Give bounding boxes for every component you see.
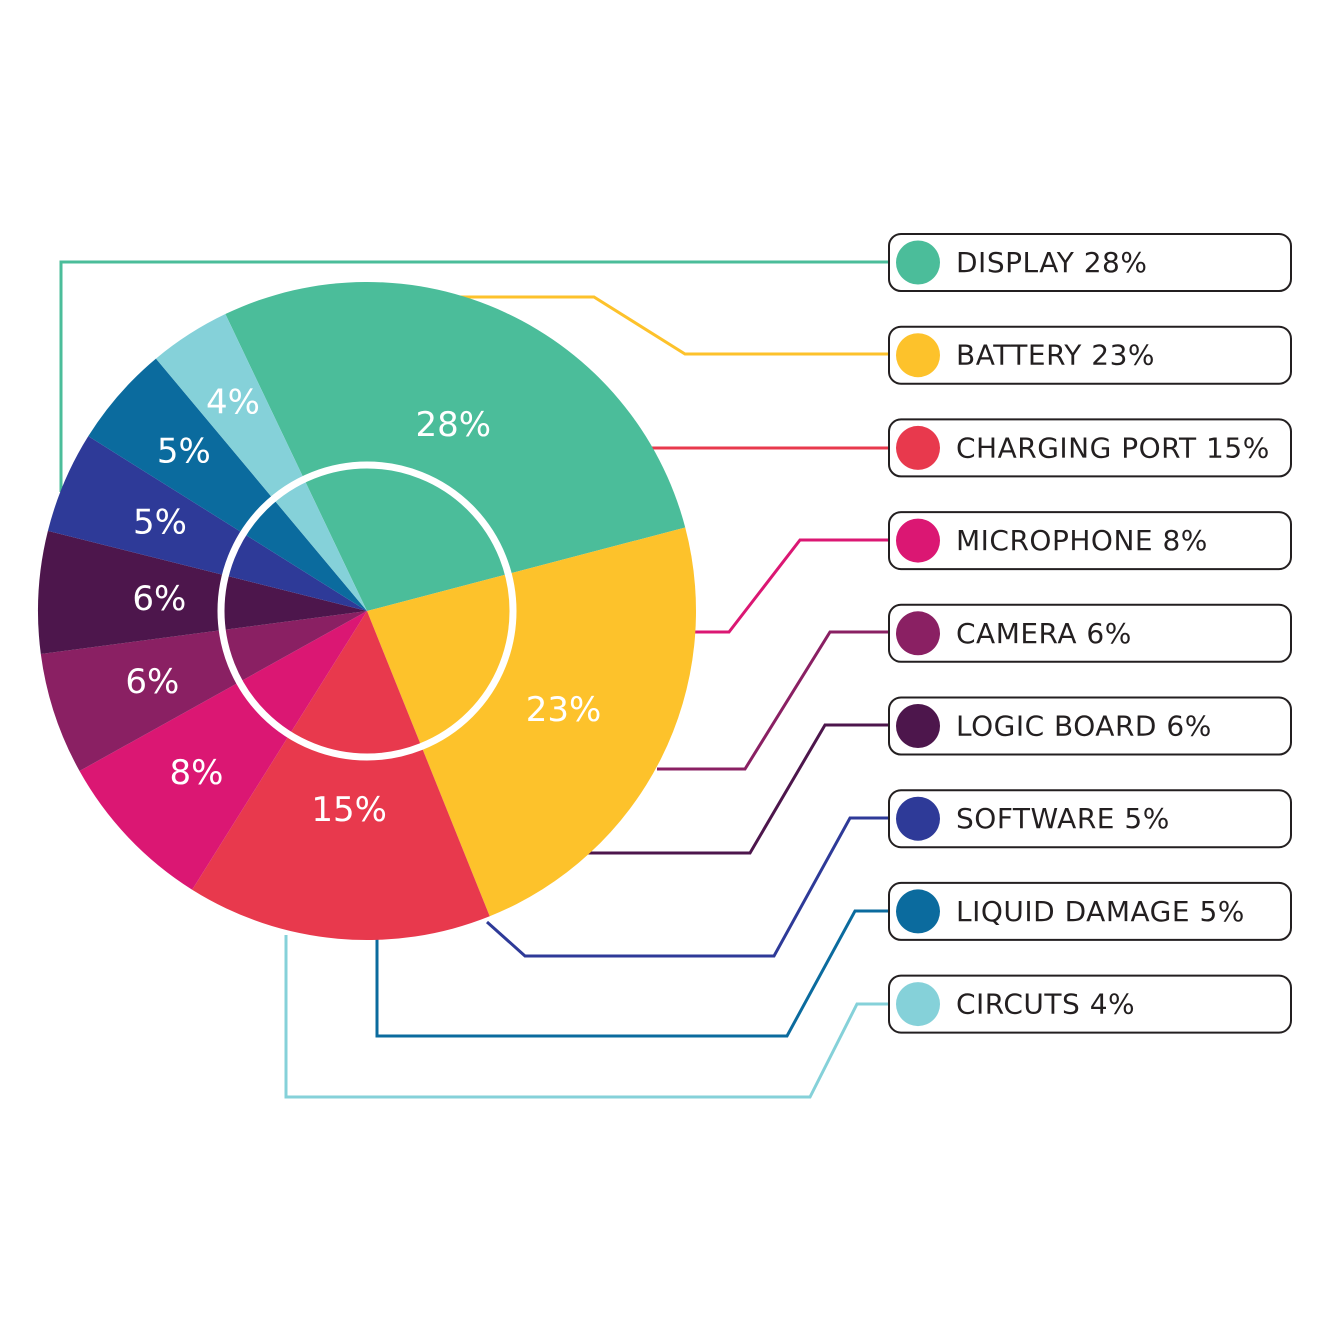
slice-circuts (155, 314, 367, 611)
legend-item-circuts: CIRCUTS 4% (888, 974, 1292, 1034)
legend-item-logic-board: LOGIC BOARD 6% (888, 696, 1292, 756)
legend-box (888, 789, 1292, 849)
legend-box (888, 974, 1292, 1034)
slice-display (225, 281, 686, 611)
legend-label: DISPLAY 28% (956, 246, 1147, 279)
legend-box (888, 603, 1292, 663)
slice-software (47, 436, 367, 611)
pie-slices (37, 281, 696, 940)
slice-label-circuts: 4% (206, 382, 260, 422)
slice-microphone (79, 611, 367, 890)
legend-swatch (896, 704, 940, 748)
connector-camera (657, 630, 889, 771)
connector-lines (59, 260, 889, 1099)
slice-camera (40, 611, 368, 771)
connector-logic-board (587, 723, 889, 855)
slice-label-display: 28% (416, 405, 492, 445)
slice-labels: 28% 23% 15% 8% 6% 6% 5% 5% 4% (125, 382, 601, 830)
legend-item-battery: BATTERY 23% (888, 325, 1292, 385)
legend-label: MICROPHONE 8% (956, 524, 1208, 557)
legend-swatch (896, 796, 940, 841)
legend-item-display: DISPLAY 28% (888, 233, 1292, 292)
legend-label: LOGIC BOARD 6% (956, 710, 1212, 743)
slice-label-charging-port: 15% (311, 790, 387, 830)
legend-item-software: SOFTWARE 5% (888, 789, 1292, 849)
legend-swatch (896, 333, 940, 378)
slice-label-liquid-damage: 5% (157, 431, 211, 471)
legend-box (888, 233, 1292, 292)
legend-box (888, 696, 1292, 756)
legend-label: LIQUID DAMAGE 5% (956, 895, 1245, 928)
connector-liquid-damage (375, 909, 889, 1038)
slice-label-logic-board: 6% (132, 579, 186, 619)
slice-logic-board (37, 530, 367, 654)
connector-battery (455, 295, 889, 356)
connector-circuts (284, 935, 889, 1099)
legend-swatch (896, 889, 940, 934)
slice-label-microphone: 8% (170, 753, 224, 793)
legend-box (888, 418, 1292, 478)
legend-swatch (896, 240, 940, 285)
legend-swatch (896, 611, 940, 656)
legend-swatch (896, 982, 940, 1027)
slice-label-software: 5% (133, 503, 187, 543)
legend-swatch (896, 518, 940, 563)
slice-liquid-damage (88, 358, 368, 611)
legend-item-microphone: MICROPHONE 8% (888, 511, 1292, 571)
slice-charging-port (192, 611, 490, 940)
legend-label: CHARGING PORT 15% (956, 431, 1270, 464)
slice-label-camera: 6% (125, 662, 179, 702)
legend-box (888, 881, 1292, 941)
legend-label: BATTERY 23% (956, 339, 1155, 372)
legend: DISPLAY 28% BATTERY 23% CHARGING PORT 15% M… (888, 233, 1292, 1034)
legend-label: SOFTWARE 5% (956, 802, 1170, 835)
legend-item-camera: CAMERA 6% (888, 603, 1292, 663)
slice-label-battery: 23% (526, 690, 602, 730)
legend-item-liquid-damage: LIQUID DAMAGE 5% (888, 881, 1292, 941)
inner-ring (217, 461, 517, 761)
legend-box (888, 325, 1292, 385)
legend-label: CIRCUTS 4% (956, 988, 1135, 1021)
legend-box (888, 511, 1292, 571)
slice-battery (367, 527, 696, 917)
legend-item-charging-port: CHARGING PORT 15% (888, 418, 1292, 478)
legend-swatch (896, 425, 940, 470)
connector-microphone (694, 538, 889, 634)
legend-label: CAMERA 6% (956, 617, 1132, 650)
connector-software (485, 816, 889, 958)
connector-display (59, 260, 889, 492)
